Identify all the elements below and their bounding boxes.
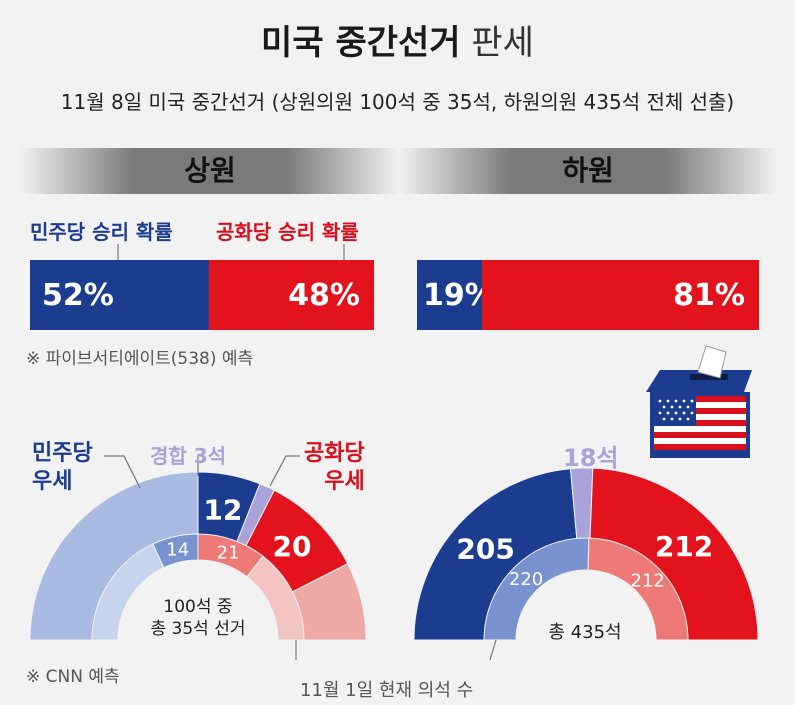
house-header: 하원 [398,148,778,194]
dem-prob-label: 민주당 승리 확률 [30,220,173,244]
house-prob-bar: 19% 81% [417,260,759,330]
senate-dem-value: 52% [42,277,114,313]
senate-center-text: 100석 중 총 35석 선거 [150,597,246,639]
senate-inner-ring: 14 21 [91,533,305,641]
chart-title: 미국 중간선거 판세 [0,20,795,66]
house-rep-seg-label: 212 [655,530,713,563]
chart-subtitle: 11월 8일 미국 중간선거 (상원의원 100석 중 35석, 하원의원 43… [60,90,735,114]
senate-outer-ring: 12 20 [29,471,367,641]
house-outer-ring: 205 212 [413,467,759,641]
house-rep-value: 81% [673,277,745,313]
senate-prob-bar: 52% 48% [30,260,374,330]
senate-rep-value: 48% [288,277,360,313]
house-dem-seg-label: 205 [456,532,514,565]
house-rep-bar: 81% [481,260,759,330]
house-inner-rep-seg [587,537,689,641]
source-cnn: ※ CNN 예측 [26,667,120,687]
annot-tossup: 경합 3석 [150,444,227,468]
rep-prob-label: 공화당 승리 확률 [216,220,359,244]
annot-dem-lean: 민주당 우세 [32,441,93,494]
senate-label: 상원 [184,154,236,187]
current-seats-note: 11월 1일 현재 의석 수 [300,680,474,701]
senate-rep-bar: 48% [208,260,374,330]
house-inner-ring: 220 212 [483,537,689,641]
senate-inner-dem-seg-label: 14 [166,540,189,561]
annot-rep-lean: 공화당 우세 [304,441,365,494]
senate-dem-lean-seg-label: 12 [203,493,242,526]
senate-inner-rep-safe-seg [246,555,305,641]
house-inner-rep-seg-label: 212 [631,571,665,592]
title-bold: 미국 중간선거 [261,23,461,63]
house-label: 하원 [562,154,614,187]
senate-dem-bar: 52% [30,260,209,330]
ballot-box-icon [646,345,752,458]
source-538: ※ 파이브서티에이트(538) 예측 [26,349,254,369]
senate-rep-lean-seg-label: 20 [273,530,312,563]
annotation-leaders [104,454,497,661]
house-center-text: 총 435석 [548,622,622,643]
senate-header: 상원 [20,148,400,194]
senate-inner-rep-seg-label: 21 [217,542,240,563]
title-light: 판세 [471,23,534,63]
annot-house-tossup: 18석 [563,444,619,472]
house-inner-dem-seg-label: 220 [509,569,543,590]
